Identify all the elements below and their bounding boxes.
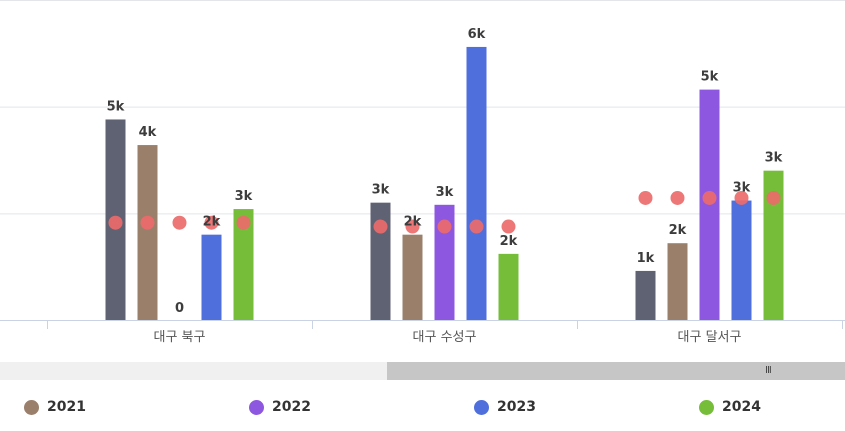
bars — [105, 46, 784, 320]
marker-point[interactable] — [638, 190, 653, 205]
legend-item-2021[interactable]: 2021 — [24, 399, 86, 415]
bar-value-label: 2k — [203, 215, 221, 230]
legend-label: 2022 — [272, 399, 311, 415]
bar-value-label: 6k — [468, 27, 486, 42]
bar-value-label: 3k — [235, 189, 253, 204]
data-labels: 5k 4k 0 2k 3k 3k 2k 3k 6k 2k 1k 2k 5k 3k 3k — [107, 27, 783, 316]
marker-point[interactable] — [373, 219, 388, 234]
bar-value-label: 0 — [175, 301, 184, 316]
bar[interactable] — [201, 234, 222, 320]
legend-item-2024[interactable]: 2024 — [699, 399, 761, 415]
marker-point[interactable] — [108, 215, 123, 230]
bar-value-label: 3k — [733, 181, 751, 196]
bar-value-label: 3k — [436, 185, 454, 200]
marker-point[interactable] — [140, 215, 155, 230]
bar[interactable] — [434, 204, 455, 320]
marker-point[interactable] — [437, 219, 452, 234]
bar-chart: 5k 4k 0 2k 3k 3k 2k 3k 6k 2k 1k 2k 5k 3k 3k 대구 북구 대구 수성… — [0, 0, 845, 345]
bar-value-label: 2k — [404, 215, 422, 230]
scrollbar-thumb[interactable] — [387, 362, 845, 380]
scrollbar-grip-icon[interactable]: III — [765, 365, 772, 376]
bar-value-label: 3k — [765, 151, 783, 166]
bar-value-label: 4k — [139, 125, 157, 140]
bar[interactable] — [402, 234, 423, 320]
x-tick-label: 대구 달서구 — [678, 330, 742, 345]
legend-dot-icon — [249, 399, 264, 415]
x-tick-label: 대구 북구 — [154, 330, 206, 345]
marker-point[interactable] — [204, 215, 219, 230]
bar[interactable] — [763, 170, 784, 320]
marker-point[interactable] — [702, 190, 717, 205]
marker-point[interactable] — [405, 219, 420, 234]
marker-point[interactable] — [469, 219, 484, 234]
bar[interactable] — [498, 253, 519, 320]
bar[interactable] — [635, 270, 656, 320]
bar[interactable] — [731, 200, 752, 320]
legend-label: 2021 — [47, 399, 86, 415]
bar[interactable] — [233, 209, 254, 320]
marker-point[interactable] — [734, 190, 749, 205]
marker-point[interactable] — [670, 190, 685, 205]
legend-item-2022[interactable]: 2022 — [249, 399, 311, 415]
bar[interactable] — [466, 46, 487, 320]
marker-point[interactable] — [236, 215, 251, 230]
bar[interactable] — [137, 145, 158, 320]
legend-label: 2023 — [497, 399, 536, 415]
legend-dot-icon — [24, 399, 39, 415]
legend: 2021 2022 2023 2024 — [0, 399, 845, 421]
marker-point[interactable] — [501, 219, 516, 234]
marker-point[interactable] — [172, 215, 187, 230]
bar[interactable] — [370, 202, 391, 320]
bar[interactable] — [667, 243, 688, 320]
marker-point[interactable] — [766, 190, 781, 205]
markers — [108, 190, 781, 234]
bar-value-label: 5k — [701, 70, 719, 85]
legend-label: 2024 — [722, 399, 761, 415]
bar-value-label: 5k — [107, 99, 125, 114]
x-axis: 대구 북구 대구 수성구 대구 달서구 — [0, 320, 845, 345]
bar-value-label: 2k — [669, 223, 687, 238]
legend-item-2023[interactable]: 2023 — [474, 399, 536, 415]
x-tick-label: 대구 수성구 — [413, 330, 477, 345]
bar-value-label: 2k — [500, 234, 518, 249]
legend-dot-icon — [474, 399, 489, 415]
bar-value-label: 1k — [637, 251, 655, 266]
bar-value-label: 3k — [372, 183, 390, 198]
legend-dot-icon — [699, 399, 714, 415]
